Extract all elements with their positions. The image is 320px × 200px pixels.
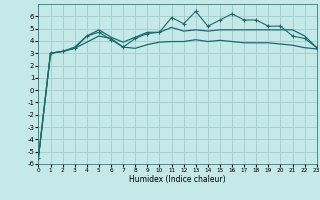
- X-axis label: Humidex (Indice chaleur): Humidex (Indice chaleur): [129, 175, 226, 184]
